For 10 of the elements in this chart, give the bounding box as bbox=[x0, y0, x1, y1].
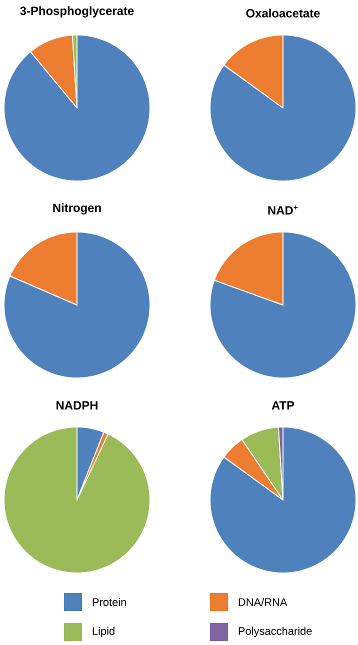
chart-title: Nitrogen bbox=[53, 203, 101, 214]
chart-title: NADPH bbox=[56, 401, 98, 410]
chart-title: Oxaloacetate bbox=[246, 8, 320, 18]
legend-label: Polysaccharide bbox=[238, 626, 312, 638]
chart-title: NAD$^{+}$ bbox=[268, 205, 298, 214]
legend-label: Lipid bbox=[92, 626, 114, 638]
legend-label: Protein bbox=[92, 598, 126, 606]
legend-label: DNA/RNA bbox=[238, 598, 288, 606]
chart-title: ATP bbox=[272, 401, 294, 410]
chart-title: 3-Phosphoglycerate bbox=[20, 6, 134, 18]
